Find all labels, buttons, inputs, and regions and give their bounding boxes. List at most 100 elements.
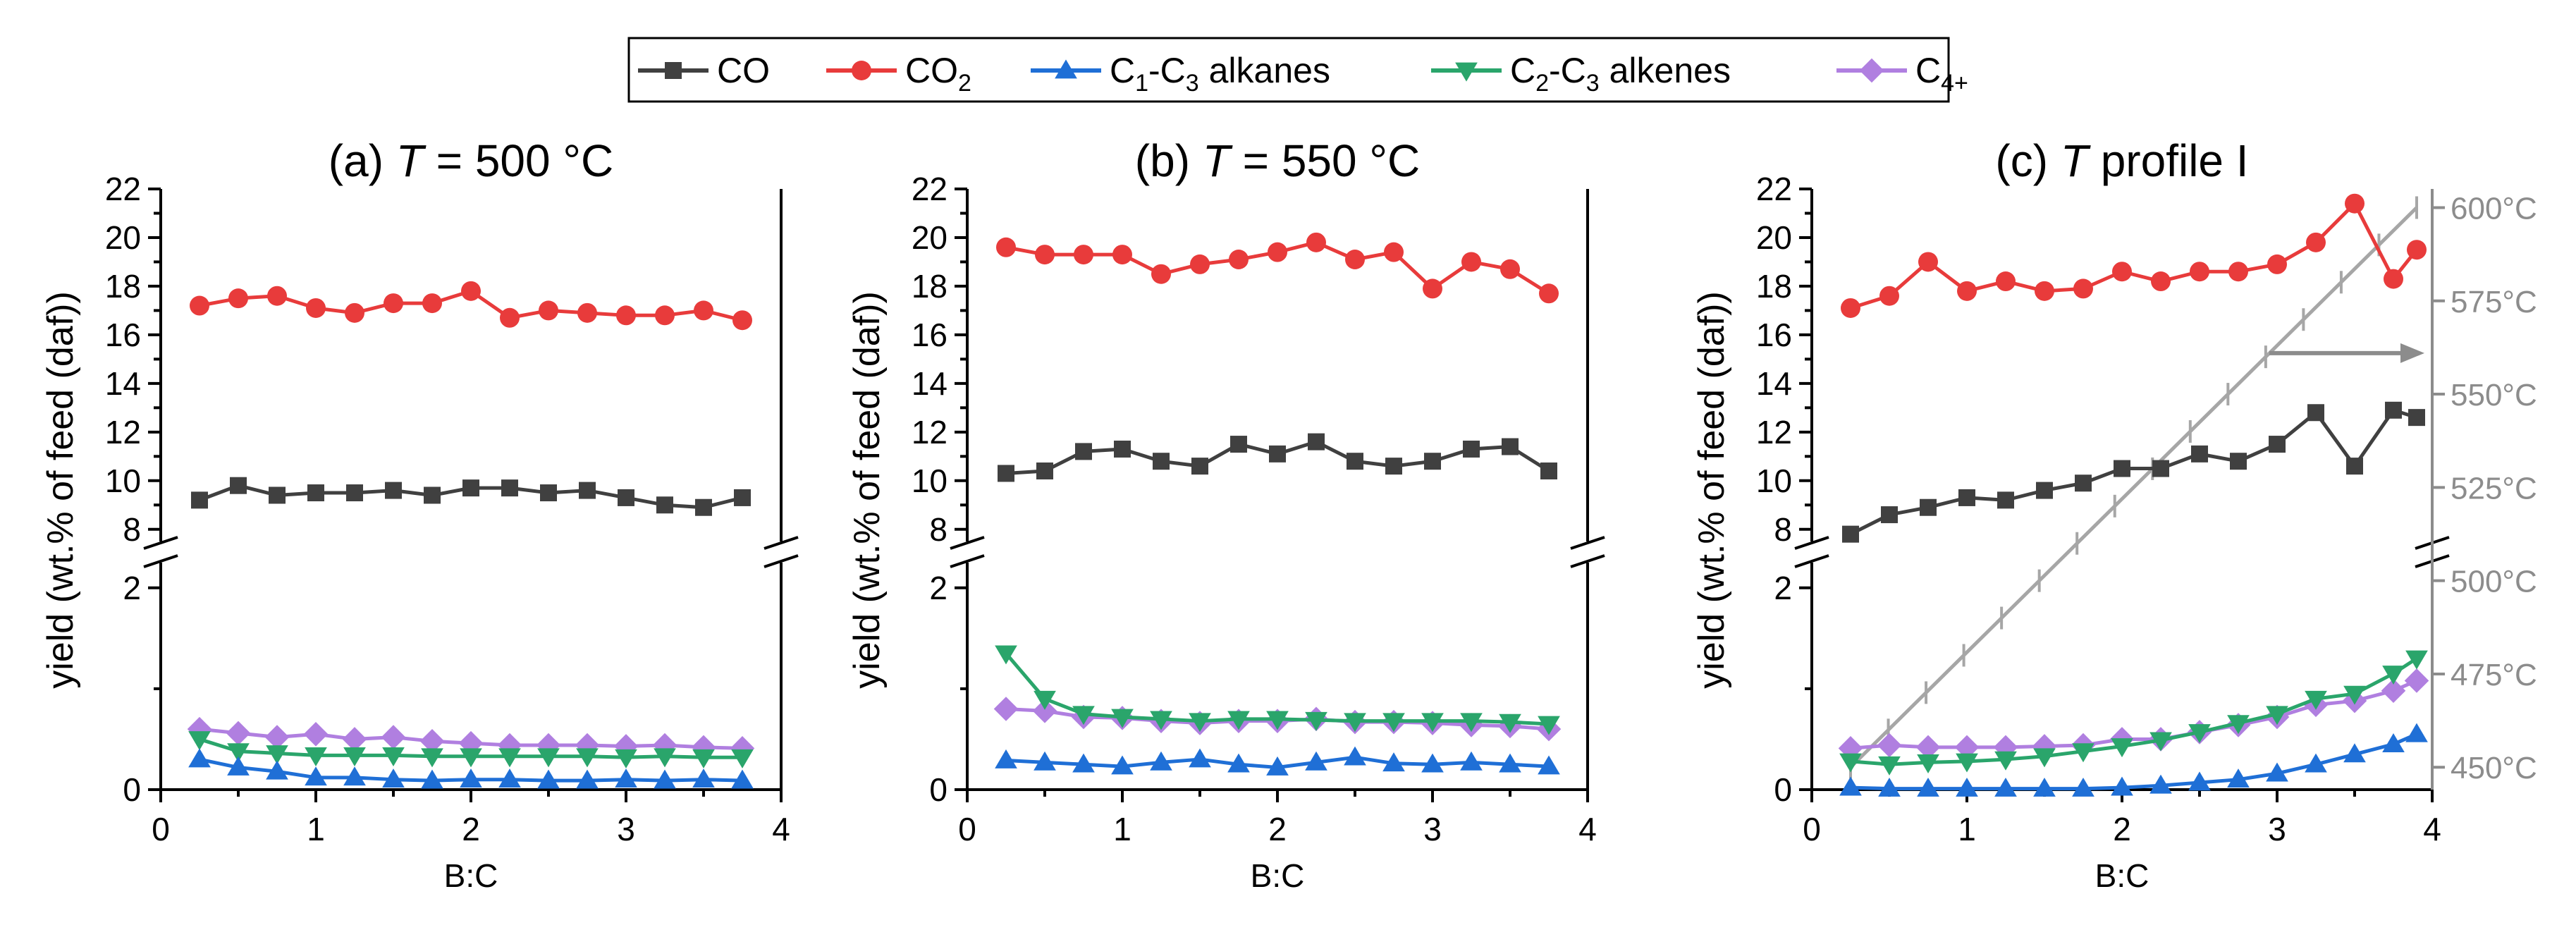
series-c4 — [187, 716, 755, 761]
data-point-co — [1191, 458, 1208, 475]
data-point-alkenes — [1421, 713, 1444, 733]
data-point-alkenes — [2405, 650, 2428, 670]
data-point-co2 — [1841, 298, 1860, 318]
data-point-co2 — [1461, 252, 1481, 272]
y-tick-label: 22 — [912, 171, 947, 207]
data-point-alkanes — [2266, 762, 2288, 782]
x-tick-label: 4 — [2423, 811, 2441, 847]
data-point-alkenes — [227, 743, 250, 763]
series-co — [191, 477, 751, 516]
data-point-co — [307, 484, 324, 502]
panel-title: (c) T profile I — [1995, 135, 2248, 186]
data-point-alkenes — [421, 748, 443, 768]
data-point-co — [2408, 409, 2425, 427]
data-point-co2 — [1384, 242, 1404, 262]
legend-label-alkanes: C1-C3 alkanes — [1110, 51, 1330, 97]
y-tick-label: 18 — [1756, 268, 1792, 305]
data-point-co — [1920, 498, 1937, 516]
data-point-alkenes — [1994, 751, 2017, 771]
data-point-alkenes — [498, 748, 521, 768]
data-point-c4 — [226, 721, 251, 746]
panel-a: (a) T = 500 °C0 1 2 3 4B:C81012141618202202y… — [40, 135, 799, 894]
data-point-co2 — [732, 310, 752, 331]
legend-label-co: CO — [717, 51, 770, 90]
data-point-co2 — [1035, 245, 1055, 265]
data-point-c4 — [1993, 735, 2018, 760]
panel-c: (c) T profile I0 1 2 3 4B:C81012141618202202… — [1691, 135, 2537, 894]
data-point-alkenes — [305, 747, 327, 766]
data-point-alkanes — [1227, 753, 1250, 773]
y-tick-label: 16 — [912, 317, 947, 353]
legend-item-c4: C4+ — [1836, 51, 1968, 97]
data-point-co2 — [694, 300, 713, 321]
temperature-tick-label: 575°C — [2451, 285, 2537, 319]
axis-break-gap — [1796, 544, 1827, 560]
series-alkanes — [1839, 723, 2428, 797]
y-tick-label: 2 — [1774, 570, 1792, 606]
data-point-alkanes — [305, 766, 327, 786]
data-point-alkenes — [576, 748, 599, 768]
axis-break-mark — [950, 554, 985, 568]
data-point-co — [501, 479, 518, 497]
data-point-alkenes — [1382, 713, 1405, 733]
data-point-co2 — [228, 288, 248, 309]
data-point-co — [1958, 489, 1975, 506]
axis-break-mark — [1794, 536, 1829, 550]
y-tick-label: 0 — [929, 771, 947, 808]
legend-label-c4: C4+ — [1915, 51, 1968, 97]
y-tick-label: 8 — [929, 511, 947, 548]
data-point-alkanes — [1878, 777, 1901, 797]
data-point-co2 — [577, 302, 597, 323]
data-point-alkenes — [2382, 666, 2405, 685]
data-point-alkenes — [2033, 748, 2056, 768]
data-point-co — [2036, 482, 2053, 499]
data-point-co — [424, 486, 441, 504]
data-point-alkenes — [692, 749, 715, 768]
data-point-co2 — [267, 286, 287, 306]
data-point-alkanes — [1072, 753, 1095, 773]
data-point-co — [462, 479, 479, 497]
data-point-co — [1153, 453, 1170, 470]
axis-break-gap — [766, 544, 797, 560]
data-point-c4 — [381, 725, 406, 749]
data-point-co2 — [1112, 245, 1132, 265]
data-point-co2 — [2190, 262, 2209, 282]
series-line-alkanes — [1850, 732, 2417, 791]
data-point-alkanes — [995, 749, 1017, 768]
data-point-alkanes — [654, 769, 676, 789]
series-alkanes — [995, 746, 1560, 776]
data-point-co2 — [655, 305, 675, 326]
y-tick-label: 12 — [105, 414, 141, 451]
data-point-co2 — [1957, 281, 1977, 301]
data-point-alkenes — [731, 749, 754, 768]
y-tick-label: 8 — [1774, 511, 1792, 548]
data-point-c4 — [2404, 668, 2429, 693]
data-point-alkenes — [615, 749, 637, 768]
y-axis-label: yield (wt.% of feed (daf)) — [40, 291, 81, 689]
x-tick-label: 0 — [152, 811, 170, 847]
data-point-alkanes — [1538, 755, 1560, 775]
temperature-tick-label: 550°C — [2451, 378, 2537, 412]
data-point-alkanes — [1150, 751, 1172, 771]
data-point-co — [1502, 438, 1519, 455]
data-point-c4 — [2032, 734, 2057, 759]
data-point-c4 — [187, 716, 212, 742]
axis-break-mark — [1570, 536, 1605, 550]
temperature-line — [1849, 206, 2418, 769]
data-point-alkenes — [1189, 713, 1211, 733]
legend-marker-alkenes — [1455, 62, 1478, 82]
temperature-tick-label: 525°C — [2451, 471, 2537, 506]
data-point-co2 — [2306, 232, 2326, 252]
data-point-alkenes — [188, 731, 211, 751]
data-point-alkanes — [537, 769, 560, 789]
data-point-co2 — [1539, 283, 1559, 304]
y-tick-label: 12 — [912, 414, 947, 451]
y-tick-label: 22 — [1756, 171, 1792, 207]
data-point-co2 — [2112, 262, 2132, 282]
y-tick-label: 10 — [912, 462, 947, 499]
legend-marker-co — [665, 62, 682, 79]
data-point-alkanes — [266, 760, 288, 780]
data-point-co2 — [2345, 193, 2365, 214]
y-tick-label: 14 — [1756, 365, 1792, 402]
data-point-c4 — [1915, 735, 1941, 760]
